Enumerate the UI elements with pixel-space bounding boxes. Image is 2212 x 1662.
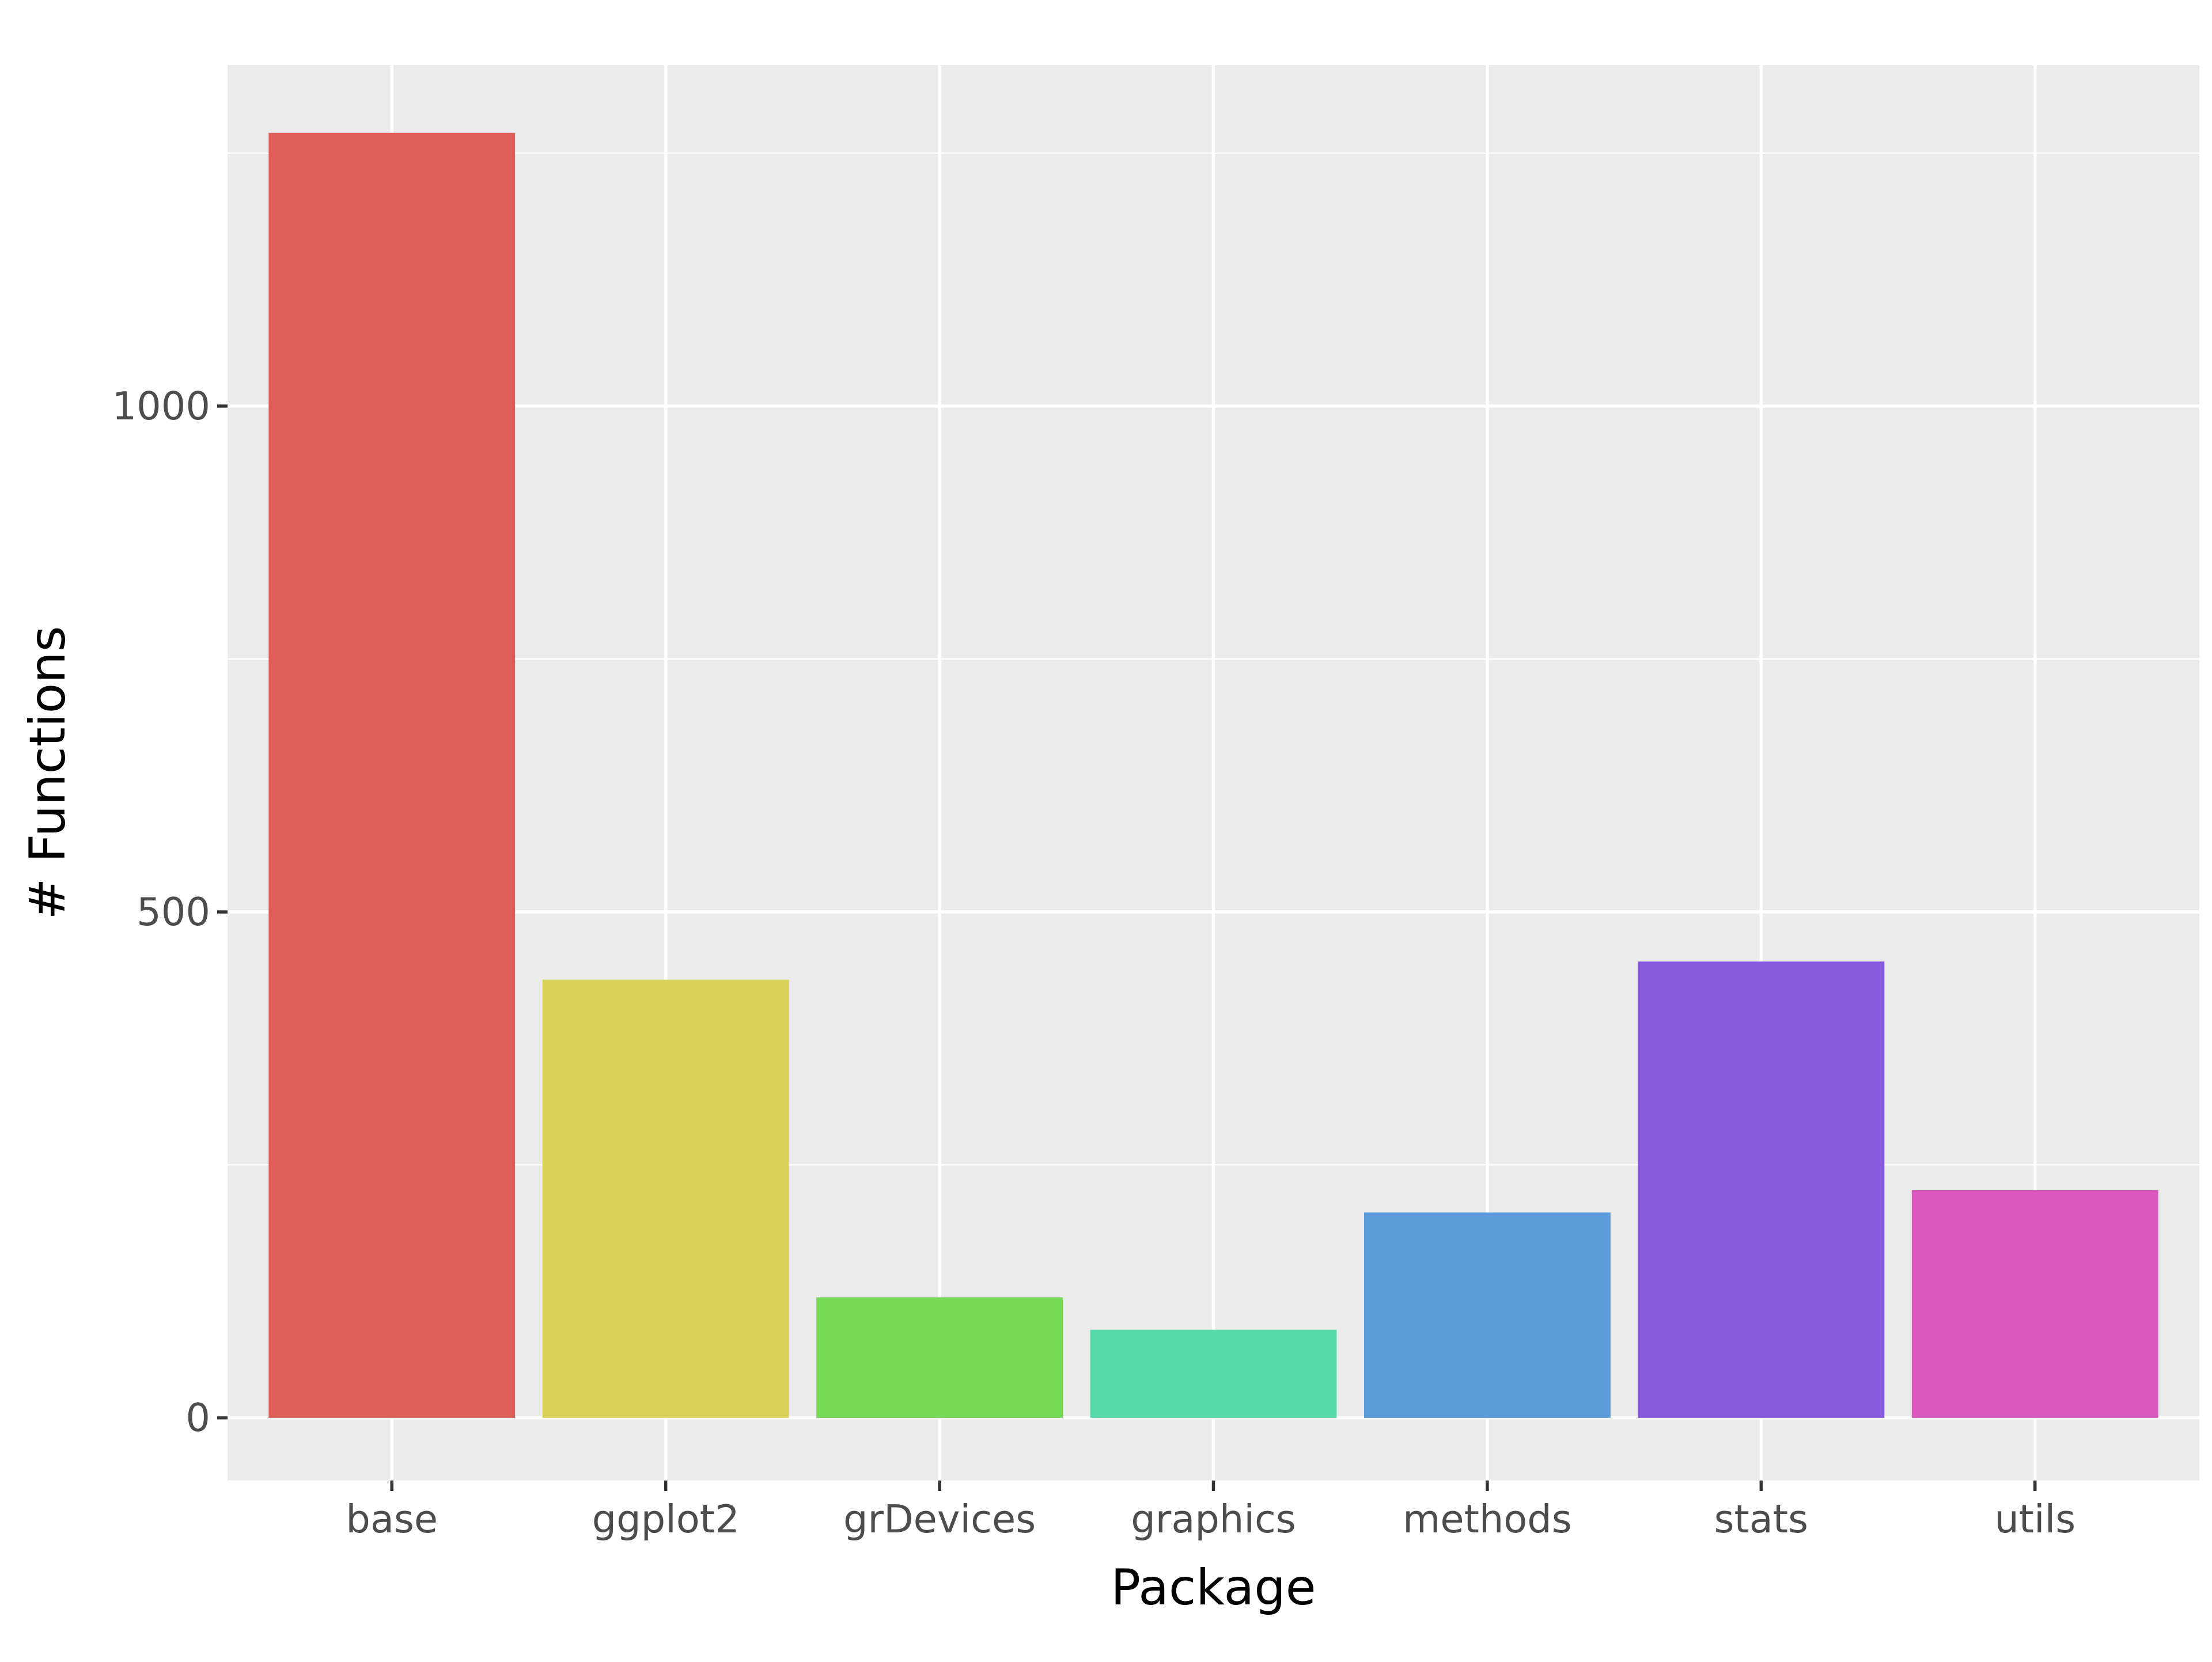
x-tick-label: base: [346, 1497, 438, 1542]
y-axis-title: # Functions: [19, 626, 77, 920]
x-axis-title: Package: [1111, 1559, 1316, 1616]
x-tick-label: grDevices: [843, 1497, 1036, 1542]
bar-graphics: [1090, 1330, 1337, 1418]
bar-base: [268, 132, 516, 1418]
x-tick-label: stats: [1714, 1497, 1808, 1542]
y-tick-label: 0: [185, 1395, 210, 1440]
bar-stats: [1638, 961, 1885, 1418]
x-tick-label: graphics: [1131, 1497, 1296, 1542]
x-tick-label: methods: [1403, 1497, 1572, 1542]
x-tick-label: utils: [1994, 1497, 2075, 1542]
y-tick-label: 500: [137, 889, 210, 934]
bar-methods: [1363, 1212, 1611, 1418]
x-tick-label: ggplot2: [592, 1497, 740, 1542]
y-tick-label: 1000: [112, 384, 210, 429]
bars: [268, 132, 2158, 1418]
bar-ggplot2: [542, 979, 789, 1418]
axes: 0 500 1000 base ggplot2 grDevices graphics meth…: [112, 384, 2075, 1542]
bar-grDevices: [816, 1297, 1063, 1418]
bar-utils: [1911, 1190, 2158, 1418]
